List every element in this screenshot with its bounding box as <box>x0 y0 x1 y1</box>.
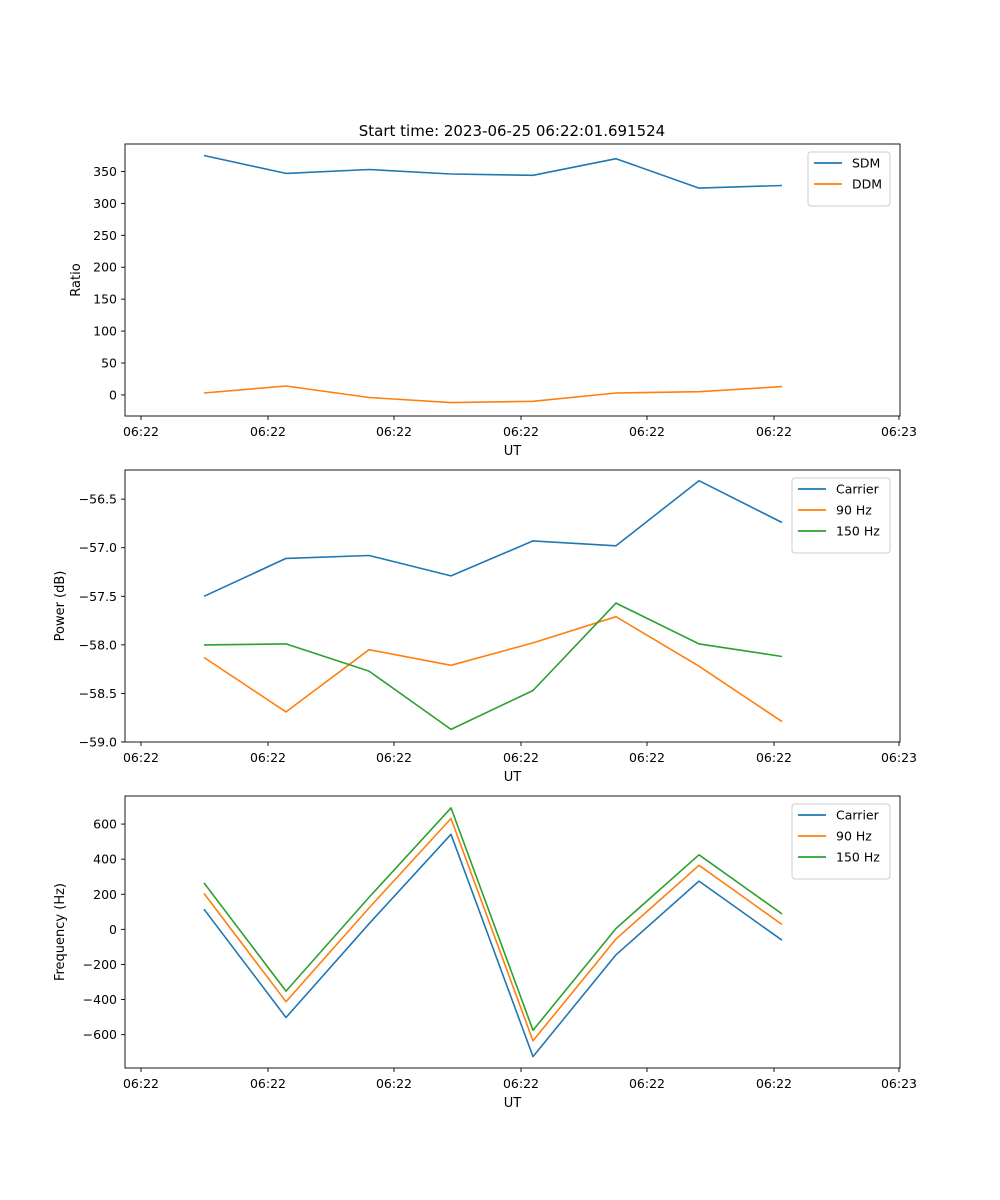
legend-label: 150 Hz <box>836 524 880 539</box>
x-tick-label: 06:22 <box>376 1076 412 1091</box>
x-tick-label: 06:22 <box>123 1076 159 1091</box>
series-line-150-hz <box>203 602 783 731</box>
x-tick-label: 06:22 <box>503 750 539 765</box>
x-tick-label: 06:23 <box>881 1076 917 1091</box>
y-tick-label: −200 <box>83 957 117 972</box>
x-tick-label: 06:22 <box>376 750 412 765</box>
legend-box <box>791 803 891 880</box>
x-tick-label: 06:22 <box>756 424 792 439</box>
legend-label: Carrier <box>836 808 880 823</box>
series-line-carrier <box>203 833 783 1058</box>
x-tick-label: 06:22 <box>250 750 286 765</box>
y-tick-label: 200 <box>93 260 117 275</box>
legend-label: 90 Hz <box>836 829 872 844</box>
y-tick-label: 50 <box>101 356 117 371</box>
x-tick-label: 06:22 <box>756 750 792 765</box>
y-tick-label: −59.0 <box>79 735 117 750</box>
y-tick-label: −57.0 <box>79 540 117 555</box>
x-axis-label: UT <box>504 444 522 459</box>
y-tick-label: −58.5 <box>79 686 117 701</box>
legend: Carrier 90 Hz 150 Hz <box>791 477 891 554</box>
series-line-carrier <box>203 479 783 598</box>
x-tick-label: 06:22 <box>629 1076 665 1091</box>
series-line-90-hz <box>203 817 783 1042</box>
panel-frequency: 06:22 06:22 06:22 06:22 06:22 06:22 06:23 −600 −… <box>53 795 917 1111</box>
x-tick-label: 06:22 <box>250 1076 286 1091</box>
legend-label: DDM <box>852 177 882 192</box>
axes-frame <box>124 795 901 1069</box>
x-tick-label: 06:22 <box>629 424 665 439</box>
legend-label: SDM <box>852 156 880 171</box>
y-axis-label: Power (dB) <box>53 571 68 642</box>
y-axis-label: Frequency (Hz) <box>53 883 68 981</box>
legend-label: 150 Hz <box>836 850 880 865</box>
y-tick-label: 0 <box>109 387 117 402</box>
y-tick-label: 350 <box>93 164 117 179</box>
y-tick-label: 200 <box>93 887 117 902</box>
y-tick-label: 150 <box>93 292 117 307</box>
x-tick-label: 06:22 <box>123 750 159 765</box>
panel-power: 06:22 06:22 06:22 06:22 06:22 06:22 06:23 −59.0… <box>53 469 917 785</box>
legend-box <box>807 151 891 207</box>
y-tick-label: −58.0 <box>79 637 117 652</box>
y-tick-label: −57.5 <box>79 589 117 604</box>
legend-label: 90 Hz <box>836 503 872 518</box>
x-tick-label: 06:22 <box>376 424 412 439</box>
x-tick-label: 06:22 <box>756 1076 792 1091</box>
y-tick-label: −600 <box>83 1027 117 1042</box>
y-axis-label: Ratio <box>69 263 84 296</box>
legend-box <box>791 477 891 554</box>
y-tick-label: 100 <box>93 324 117 339</box>
x-tick-label: 06:23 <box>881 424 917 439</box>
series-line-150-hz <box>203 807 783 1032</box>
y-tick-label: 600 <box>93 817 117 832</box>
x-axis-label: UT <box>504 770 522 785</box>
x-tick-label: 06:22 <box>250 424 286 439</box>
legend-label: Carrier <box>836 482 880 497</box>
series-line-ddm <box>203 385 783 404</box>
axes-frame <box>124 469 901 743</box>
legend: SDM DDM <box>807 151 891 207</box>
x-tick-label: 06:22 <box>629 750 665 765</box>
y-tick-label: 250 <box>93 228 117 243</box>
y-tick-label: 300 <box>93 196 117 211</box>
x-axis-label: UT <box>504 1096 522 1111</box>
y-tick-label: 400 <box>93 852 117 867</box>
series-line-90-hz <box>203 615 783 723</box>
axes-frame <box>124 143 901 417</box>
series-line-sdm <box>203 154 783 189</box>
x-tick-label: 06:22 <box>123 424 159 439</box>
panel-ratio: 06:22 06:22 06:22 06:22 06:22 06:22 06:23 0 50 10… <box>69 143 917 459</box>
y-tick-label: −56.5 <box>79 492 117 507</box>
figure-title: Start time: 2023-06-25 06:22:01.691524 <box>359 122 665 140</box>
y-tick-label: −400 <box>83 992 117 1007</box>
legend: Carrier 90 Hz 150 Hz <box>791 803 891 880</box>
x-tick-label: 06:23 <box>881 750 917 765</box>
y-tick-label: 0 <box>109 922 117 937</box>
x-tick-label: 06:22 <box>503 424 539 439</box>
x-tick-label: 06:22 <box>503 1076 539 1091</box>
